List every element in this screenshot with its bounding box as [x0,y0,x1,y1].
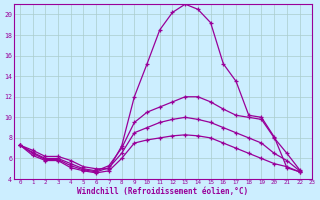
X-axis label: Windchill (Refroidissement éolien,°C): Windchill (Refroidissement éolien,°C) [77,187,249,196]
